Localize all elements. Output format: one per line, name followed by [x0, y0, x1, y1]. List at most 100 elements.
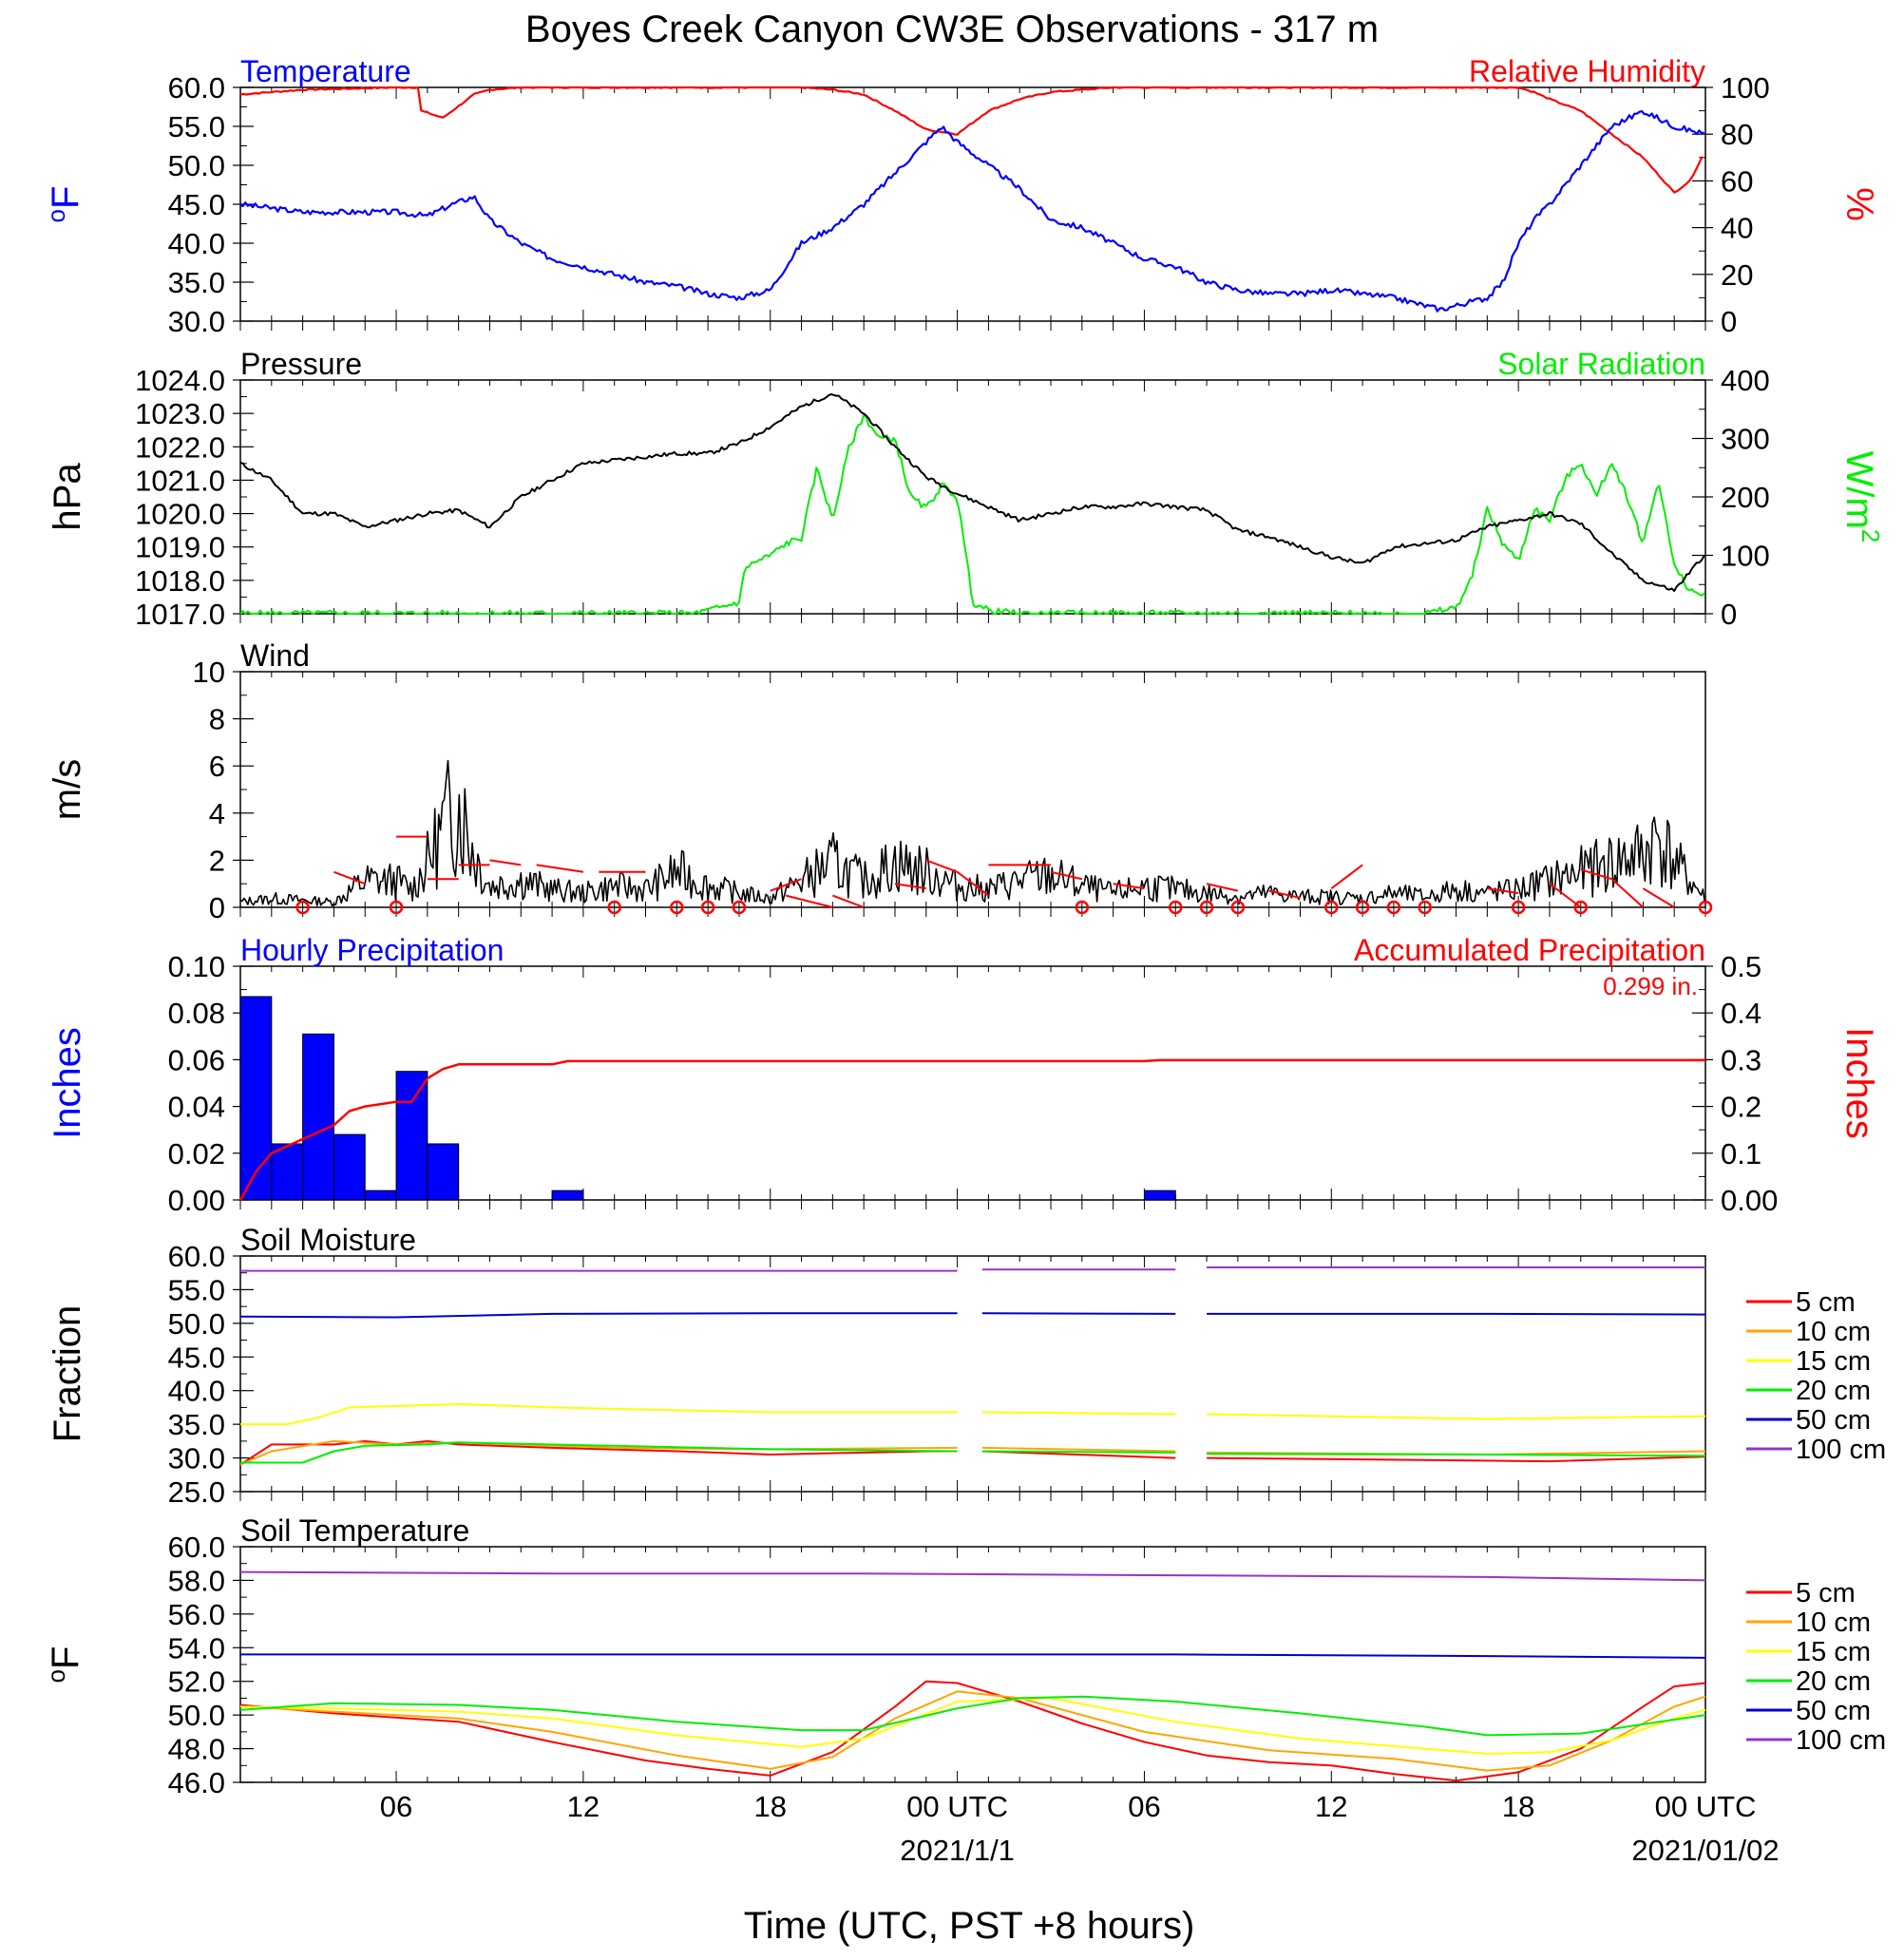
series-soil_temp-3 [239, 1695, 1706, 1737]
series-soil_moist-2 [1207, 1413, 1706, 1420]
soil_temp-left-ytick-label: 60.0 [168, 1531, 225, 1564]
wind-calm-marker [1386, 900, 1401, 915]
wind-calm-marker [1355, 900, 1370, 915]
legend-label: 50 cm [1796, 1696, 1871, 1726]
temp_rh-right-ytick-label: 40 [1721, 212, 1753, 245]
wind-left-ytick-label: 4 [209, 797, 225, 830]
wind-left-ytick-label: 6 [209, 750, 225, 783]
legend-label: 20 cm [1796, 1376, 1871, 1406]
pressure-right-ytick-label: 100 [1721, 540, 1770, 573]
soil_moist-left-title: Soil Moisture [240, 1223, 416, 1257]
series-soil_moist-1 [981, 1446, 1176, 1453]
x-tick-label: 12 [567, 1790, 600, 1823]
pressure-right-ytick-label: 0 [1721, 598, 1737, 631]
temp_rh-right-ytick-label: 80 [1721, 118, 1753, 151]
wind-barb [1268, 889, 1301, 900]
precip-bar [302, 1033, 334, 1201]
wind-calm-marker [1169, 900, 1183, 915]
pressure-left-ytick-label: 1024.0 [135, 364, 225, 397]
temp_rh-left-ytick-label: 30.0 [168, 305, 225, 338]
precip-bar [333, 1133, 366, 1201]
series-soil_temp-5 [239, 1570, 1706, 1582]
wind-calm-marker [670, 900, 684, 915]
precip-right-ytick-label: 0.4 [1721, 997, 1761, 1030]
soil_temp-left-ytick-label: 50.0 [168, 1699, 225, 1732]
x-tick-label: 06 [1128, 1790, 1160, 1823]
wind-barb [894, 883, 926, 890]
wind-calm-marker [700, 900, 715, 915]
wind-calm-marker [1418, 900, 1432, 915]
temp_rh-right-ytick-label: 100 [1721, 71, 1770, 105]
precip-left-ytick-label: 0.02 [168, 1137, 225, 1170]
x-tick-label: 06 [380, 1790, 412, 1823]
wind-barb [770, 878, 802, 892]
pressure-right-ytick-label: 400 [1721, 364, 1770, 397]
x-tick-label: 00 UTC [1655, 1790, 1757, 1823]
precip-left-title: Hourly Precipitation [240, 933, 504, 967]
legend-label: 5 cm [1796, 1578, 1856, 1608]
wind-calm-marker [1199, 900, 1214, 915]
precip-bar [427, 1143, 460, 1201]
wind-calm-marker [607, 900, 621, 915]
series-soil_moist-3 [1207, 1453, 1706, 1457]
panel-wind: Wind 10 8 6 4 2 0 m/s [47, 638, 1713, 924]
precip-left-ytick-label: 0.04 [168, 1091, 225, 1124]
x-date-label: 2021/1/1 [900, 1834, 1015, 1867]
pressure-frame [239, 379, 1706, 615]
precip-bar [271, 1143, 304, 1201]
precip-right-unit: Inches [1838, 1027, 1880, 1139]
pressure-left-ytick-label: 1022.0 [135, 430, 225, 464]
legend-label: 100 cm [1796, 1725, 1886, 1756]
series-relative-humidity [239, 86, 1704, 194]
series-soil_moist-3 [240, 1441, 958, 1464]
legend-label: 10 cm [1796, 1317, 1871, 1347]
series-soil_moist-0 [1207, 1456, 1706, 1463]
soil_temp-left-title: Soil Temperature [240, 1513, 469, 1548]
soil_moist-left-ytick-label: 35.0 [168, 1408, 225, 1441]
wind-barb [785, 894, 833, 908]
series-soil_moist-4 [1207, 1312, 1706, 1316]
soil_moist-left-ytick-label: 45.0 [168, 1341, 225, 1374]
series-soil_moist-0 [239, 1439, 958, 1466]
temp_rh-right-ytick-label: 0 [1721, 305, 1737, 338]
soil_moist-frame [239, 1255, 1706, 1493]
wind-barb [1330, 864, 1363, 889]
wind-barb [832, 894, 865, 908]
panel-soil_moist: Soil Moisture 60.055.050.045.040.035.030.… [47, 1223, 1886, 1509]
pressure-left-ytick-label: 1018.0 [135, 564, 225, 598]
precip-bar [1143, 1189, 1176, 1201]
precip-right-title: Accumulated Precipitation [1354, 933, 1705, 967]
wind-barb [333, 870, 366, 885]
panels-group: Temperature Relative Humidity60.055.050.0… [42, 54, 1886, 1799]
wind-barb [489, 859, 522, 866]
wind-calm-marker [732, 900, 747, 915]
x-tick-label: 12 [1315, 1790, 1347, 1823]
precip-right-ytick-label: 0.5 [1721, 950, 1761, 983]
temp_rh-left-unit: oF [42, 186, 86, 223]
series-soil_temp-4 [240, 1653, 1706, 1659]
wind-calm-marker [295, 900, 310, 915]
soil_temp-left-ytick-label: 46.0 [168, 1766, 225, 1799]
pressure-right-ytick-label: 200 [1721, 481, 1770, 514]
legend-label: 100 cm [1796, 1435, 1886, 1465]
series-soil_moist-3 [981, 1450, 1176, 1454]
wind-calm-marker [389, 900, 404, 915]
series-soil_moist-2 [981, 1411, 1176, 1416]
x-axis-label: Time (UTC, PST +8 hours) [744, 1905, 1195, 1947]
legend-label: 50 cm [1796, 1405, 1871, 1436]
wind-frame [239, 671, 1706, 908]
temp_rh-left-ytick-label: 50.0 [168, 149, 225, 182]
wind-barb [1113, 883, 1145, 890]
wind-barb [1050, 870, 1083, 881]
wind-calm-marker [1075, 900, 1090, 915]
soil_moist-left-ytick-label: 25.0 [168, 1475, 225, 1509]
series-wind-speed [239, 759, 1706, 907]
legend-label: 5 cm [1796, 1287, 1856, 1318]
temp_rh-right-title: Relative Humidity [1469, 54, 1705, 88]
pressure-right-unit: W/m2 [1838, 451, 1885, 543]
precip-left-ytick-label: 0.08 [168, 997, 225, 1030]
series-accumulated-precipitation [238, 1058, 1705, 1201]
wind-left-ytick-label: 0 [209, 891, 225, 924]
precip-right-ytick-label: 0.3 [1721, 1043, 1761, 1076]
x-tick-label: 18 [1502, 1790, 1534, 1823]
